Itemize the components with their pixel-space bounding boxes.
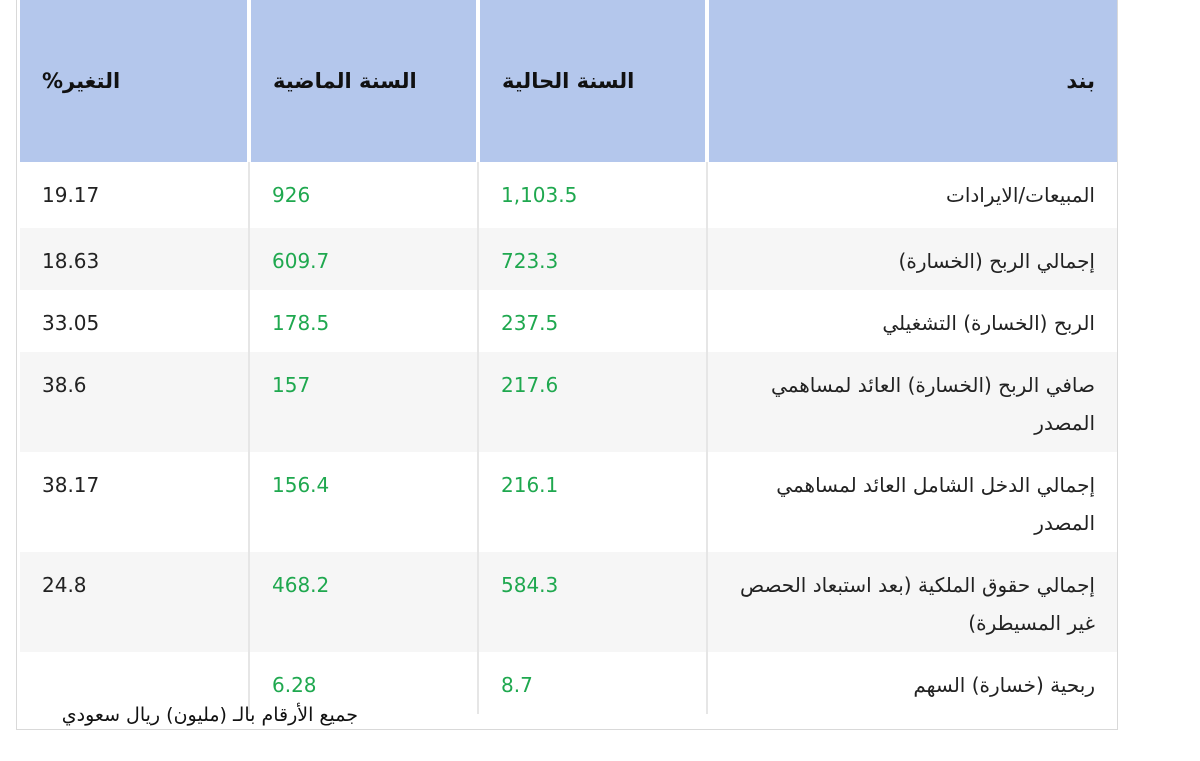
row-change: 19.17: [42, 183, 100, 207]
row-current: 216.1: [477, 452, 707, 552]
row-item: ربحية (خسارة) السهم: [706, 652, 1117, 714]
units-footnote: جميع الأرقام بالـ (مليون) ريال سعودي: [61, 704, 358, 726]
header-item: بند: [705, 0, 1117, 162]
row-item: الربح (الخسارة) التشغيلي: [706, 290, 1117, 352]
row-item: صافي الربح (الخسارة) العائد لمساهمي المص…: [706, 352, 1117, 452]
table-row: إجمالي حقوق الملكية (بعد استبعاد الحصص غ…: [20, 552, 1117, 652]
row-current: 237.5: [477, 290, 707, 352]
row-change: 24.8: [20, 552, 249, 652]
row-previous: 926: [248, 162, 478, 228]
header-previous-year: السنة الماضية: [247, 0, 478, 162]
row-previous: 156.4: [248, 452, 478, 552]
header-change-pct: التغير%: [20, 0, 249, 162]
table-row: الربح (الخسارة) التشغيلي 237.5 178.5 33.…: [20, 290, 1117, 352]
table-row: إجمالي الربح (الخسارة) 723.3 609.7 18.63: [20, 228, 1117, 290]
table-row: إجمالي الدخل الشامل العائد لمساهمي المصد…: [20, 452, 1117, 552]
row-change: 38.6: [20, 352, 249, 452]
row-item: إجمالي الربح (الخسارة): [706, 228, 1117, 290]
row-item: إجمالي حقوق الملكية (بعد استبعاد الحصص غ…: [706, 552, 1117, 652]
row-change: 18.63: [20, 228, 249, 290]
table-header-row: بند السنة الحالية السنة الماضية التغير%: [20, 0, 1117, 162]
row-current: 8.7: [477, 652, 707, 714]
row-previous: 609.7: [248, 228, 478, 290]
row-current: 1,103.5: [477, 162, 707, 228]
row-item: إجمالي الدخل الشامل العائد لمساهمي المصد…: [706, 452, 1117, 552]
table-row: ربحية (خسارة) السهم 8.7 6.28: [20, 652, 1117, 714]
row-current: 723.3: [477, 228, 707, 290]
row-change: 33.05: [42, 311, 100, 335]
row-previous: 6.28: [248, 652, 478, 714]
financial-results-table: بند السنة الحالية السنة الماضية التغير% …: [20, 0, 1117, 714]
row-current: 217.6: [477, 352, 707, 452]
row-item: المبيعات/الايرادات: [706, 162, 1117, 228]
header-current-year: السنة الحالية: [476, 0, 707, 162]
row-previous: 178.5: [248, 290, 478, 352]
table-row: المبيعات/الايرادات 1,103.5 926 19.17: [20, 162, 1117, 228]
row-previous: 157: [248, 352, 478, 452]
row-current: 584.3: [477, 552, 707, 652]
row-previous: 468.2: [248, 552, 478, 652]
row-change: 38.17: [42, 473, 100, 497]
table-row: صافي الربح (الخسارة) العائد لمساهمي المص…: [20, 352, 1117, 452]
